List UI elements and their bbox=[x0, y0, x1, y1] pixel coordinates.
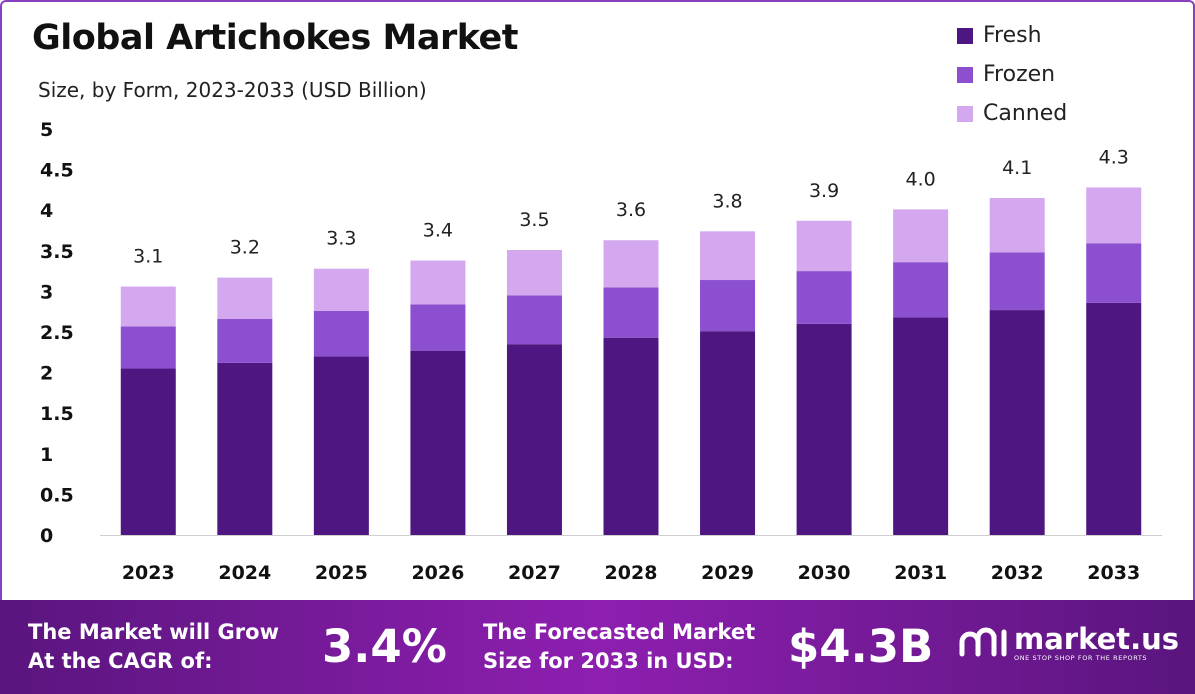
bar-segment-fresh bbox=[1086, 302, 1142, 535]
bar-segment-fresh bbox=[893, 317, 949, 535]
cagr-label: The Market will Grow At the CAGR of: bbox=[28, 618, 279, 676]
bar-segment-frozen bbox=[893, 262, 949, 318]
bar-segment-fresh bbox=[410, 350, 466, 535]
bar-segment-frozen bbox=[506, 295, 562, 345]
forecast-label: The Forecasted Market Size for 2033 in U… bbox=[483, 618, 755, 676]
chart-title: Global Artichokes Market bbox=[32, 18, 519, 58]
bar-segment-frozen bbox=[796, 271, 852, 324]
y-tick-label: 3.5 bbox=[40, 241, 74, 263]
chart-subtitle: Size, by Form, 2023-2033 (USD Billion) bbox=[38, 78, 427, 102]
forecast-label-line1: The Forecasted Market bbox=[483, 620, 756, 644]
bar-segment-canned bbox=[506, 249, 562, 296]
cagr-label-line1: The Market will Grow bbox=[28, 620, 279, 644]
bar-segment-fresh bbox=[313, 356, 369, 535]
x-tick-label: 2024 bbox=[218, 562, 271, 584]
bar-total-label: 3.9 bbox=[809, 180, 839, 202]
bar-total-label: 3.8 bbox=[712, 190, 742, 212]
y-tick-label: 2 bbox=[40, 363, 53, 385]
brand-logo: market.us ONE STOP SHOP FOR THE REPORTS bbox=[958, 624, 1179, 662]
bar-segment-frozen bbox=[603, 287, 659, 338]
legend-label-canned: Canned bbox=[983, 101, 1068, 126]
bar-segment-frozen bbox=[410, 304, 466, 351]
legend-item-canned: Canned bbox=[957, 94, 1067, 133]
x-tick-label: 2032 bbox=[991, 562, 1044, 584]
y-tick-label: 0 bbox=[40, 525, 53, 547]
bar-segment-canned bbox=[893, 209, 949, 263]
bar-segment-frozen bbox=[313, 310, 369, 357]
bar-segment-fresh bbox=[506, 344, 562, 535]
bar-total-label: 3.3 bbox=[326, 228, 356, 250]
bar-total-label: 3.5 bbox=[519, 209, 549, 231]
cagr-label-line2: At the CAGR of: bbox=[28, 649, 213, 673]
y-tick-label: 1.5 bbox=[40, 403, 74, 425]
bar-segment-canned bbox=[989, 198, 1045, 253]
y-tick-label: 0.5 bbox=[40, 484, 74, 506]
footer-banner: The Market will Grow At the CAGR of: 3.4… bbox=[0, 600, 1195, 694]
bar-chart: 0 0.5 1 1.5 2 2.5 3 3.5 4 4.5 5 3.1 2023 3.2 2024 3.3 20… bbox=[40, 119, 1162, 584]
bar-segment-canned bbox=[603, 240, 659, 288]
bar-segment-fresh bbox=[989, 310, 1045, 535]
x-tick-label: 2023 bbox=[122, 562, 175, 584]
legend-swatch-canned bbox=[957, 105, 973, 122]
bar-segment-canned bbox=[1086, 187, 1142, 244]
bar-segment-fresh bbox=[120, 368, 176, 535]
brand-name: market.us bbox=[1014, 622, 1180, 656]
cagr-value: 3.4% bbox=[322, 620, 447, 673]
x-tick-label: 2028 bbox=[605, 562, 658, 584]
bar-segment-canned bbox=[313, 268, 369, 311]
forecast-label-line2: Size for 2033 in USD: bbox=[483, 649, 734, 673]
bar-segment-frozen bbox=[120, 326, 176, 369]
bar-total-label: 3.1 bbox=[133, 246, 163, 268]
legend-item-fresh: Fresh bbox=[957, 16, 1067, 55]
y-tick-label: 1 bbox=[40, 444, 53, 466]
y-tick-label: 2.5 bbox=[40, 322, 74, 344]
x-tick-label: 2031 bbox=[894, 562, 947, 584]
bar-segment-fresh bbox=[700, 331, 756, 535]
bar-total-label: 3.2 bbox=[230, 237, 260, 259]
y-tick-label: 3 bbox=[40, 281, 53, 303]
x-tick-label: 2029 bbox=[701, 562, 754, 584]
bar-total-label: 3.6 bbox=[616, 199, 646, 221]
x-tick-label: 2030 bbox=[798, 562, 851, 584]
bar-segment-fresh bbox=[796, 323, 852, 535]
bar-segment-frozen bbox=[989, 252, 1045, 311]
bar-segment-canned bbox=[217, 277, 273, 320]
x-tick-label: 2027 bbox=[508, 562, 561, 584]
legend-item-frozen: Frozen bbox=[957, 55, 1067, 94]
bar-segment-fresh bbox=[217, 362, 273, 535]
market-us-logo-icon bbox=[959, 627, 1007, 657]
bar-segment-canned bbox=[410, 260, 466, 305]
bar-segment-frozen bbox=[1086, 243, 1142, 303]
bar-segment-canned bbox=[700, 231, 756, 281]
bar-segment-frozen bbox=[700, 280, 756, 332]
bar-segment-frozen bbox=[217, 319, 273, 363]
bar-total-label: 3.4 bbox=[423, 220, 453, 242]
bar-total-label: 4.1 bbox=[1002, 157, 1032, 179]
legend: Fresh Frozen Canned bbox=[957, 16, 1067, 133]
legend-label-fresh: Fresh bbox=[983, 23, 1042, 48]
y-tick-label: 4 bbox=[40, 200, 53, 222]
legend-label-frozen: Frozen bbox=[983, 62, 1056, 87]
bar-segment-fresh bbox=[603, 337, 659, 535]
y-tick-label: 5 bbox=[40, 119, 53, 141]
y-tick-label: 4.5 bbox=[40, 160, 74, 182]
x-tick-label: 2033 bbox=[1087, 562, 1140, 584]
bar-segment-canned bbox=[120, 286, 176, 327]
bar-total-label: 4.0 bbox=[906, 168, 936, 190]
forecast-value: $4.3B bbox=[788, 620, 934, 673]
x-tick-label: 2026 bbox=[411, 562, 464, 584]
legend-swatch-frozen bbox=[957, 66, 973, 83]
bar-total-label: 4.3 bbox=[1099, 146, 1129, 168]
bar-segment-canned bbox=[796, 220, 852, 272]
x-tick-label: 2025 bbox=[315, 562, 368, 584]
brand-tagline: ONE STOP SHOP FOR THE REPORTS bbox=[1014, 654, 1148, 662]
legend-swatch-fresh bbox=[957, 27, 973, 44]
